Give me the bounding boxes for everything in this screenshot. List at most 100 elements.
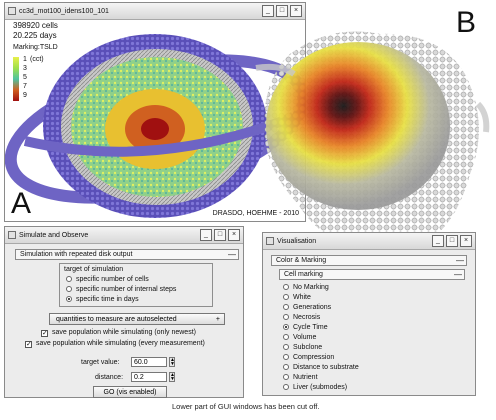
simulate-window-title: Simulate and Observe (19, 232, 89, 239)
legend-value-7: 7 (23, 83, 27, 90)
tissue-visualization (5, 34, 305, 218)
marking-option-label: Volume (293, 334, 317, 341)
legend-value-5: 5 (23, 74, 27, 81)
collapse-icon[interactable]: — (454, 270, 462, 279)
distance-stepper[interactable]: ▲ ▼ (169, 372, 175, 382)
distance-label: distance: (95, 374, 124, 381)
window-app-icon (8, 7, 16, 15)
plus-icon: + (215, 316, 220, 323)
color-marking-header[interactable]: Color & Marking — (271, 255, 467, 266)
radio-icon[interactable] (283, 344, 289, 350)
marking-option-label: White (293, 294, 311, 301)
target-option-label: specific time in days (76, 296, 139, 303)
legend-value-1: 1 (23, 56, 27, 63)
minimize-button[interactable]: _ (262, 5, 274, 17)
cell-marking-title: Cell marking (284, 271, 323, 278)
autoselect-toggle[interactable]: quantities to measure are autoselected + (49, 313, 225, 325)
marking-option[interactable]: Generations (283, 303, 331, 313)
close-button[interactable]: × (228, 229, 240, 241)
simulate-observe-window: Simulate and Observe _ □ × Simulation wi… (4, 226, 244, 398)
color-legend: 1 (cct) 3 5 7 9 (13, 55, 53, 103)
marking-option[interactable]: Nutrient (283, 373, 318, 383)
radio-icon[interactable] (283, 374, 289, 380)
save-every-checkbox-row[interactable]: ✓ save population while simulating (every… (25, 339, 205, 349)
marking-option-label: No Marking (293, 284, 329, 291)
target-value-input[interactable]: 60.0 (131, 357, 167, 367)
radio-icon[interactable] (283, 314, 289, 320)
minimize-button[interactable]: _ (432, 235, 444, 247)
marking-option[interactable]: Liver (submodes) (283, 383, 347, 393)
collapse-icon[interactable]: — (456, 256, 464, 265)
marking-option-label: Nutrient (293, 374, 318, 381)
marking-option[interactable]: White (283, 293, 311, 303)
target-option-cells[interactable]: specific number of cells (66, 275, 149, 285)
marking-option[interactable]: Cycle Time (283, 323, 328, 333)
cell-count-text: 398920 cells (13, 21, 58, 30)
marking-label: Marking:TSLD (13, 44, 58, 51)
distance-input[interactable]: 0.2 (131, 372, 167, 382)
target-option-steps[interactable]: specific number of internal steps (66, 285, 176, 295)
marking-option[interactable]: No Marking (283, 283, 329, 293)
cell-marking-options: No Marking White Generations Necrosis Cycle … (281, 283, 465, 395)
radio-icon[interactable] (283, 284, 289, 290)
collapse-icon[interactable]: — (228, 250, 236, 259)
maximize-button[interactable]: □ (276, 5, 288, 17)
radio-icon[interactable] (66, 276, 72, 282)
minimize-button[interactable]: _ (200, 229, 212, 241)
radio-selected-icon[interactable] (66, 296, 72, 302)
marking-option[interactable]: Necrosis (283, 313, 320, 323)
marking-option[interactable]: Subclone (283, 343, 322, 353)
cell-marking-header[interactable]: Cell marking — (279, 269, 465, 280)
marking-option-label: Subclone (293, 344, 323, 351)
visualisation-window-title: Visualisation (277, 238, 317, 245)
marking-option-label: Cycle Time (293, 324, 328, 331)
simulation-view-title: cc3d_mot100_idens100_101 (19, 8, 109, 15)
radio-icon[interactable] (283, 364, 289, 370)
target-group-label: target of simulation (64, 266, 124, 273)
radio-icon[interactable] (66, 286, 72, 292)
save-newest-checkbox-row[interactable]: ✓ save population while simulating (only … (41, 328, 196, 338)
radio-icon[interactable] (283, 334, 289, 340)
simulation-panel-header[interactable]: Simulation with repeated disk output — (15, 249, 239, 260)
cutoff-caption: Lower part of GUI windows has been cut o… (172, 402, 320, 411)
days-text: 20.225 days (13, 31, 57, 40)
panel-letter-b: B (456, 6, 477, 39)
maximize-button[interactable]: □ (214, 229, 226, 241)
visualisation-titlebar[interactable]: Visualisation _ □ × (263, 233, 475, 250)
marking-option[interactable]: Distance to substrate (283, 363, 359, 373)
simulation-view-titlebar[interactable]: cc3d_mot100_idens100_101 _ □ × (5, 3, 305, 20)
marking-option-label: Compression (293, 354, 335, 361)
close-button[interactable]: × (460, 235, 472, 247)
radio-icon[interactable] (283, 304, 289, 310)
save-newest-label: save population while simulating (only n… (52, 329, 196, 336)
visualisation-window: Visualisation _ □ × Color & Marking — Ce… (262, 232, 476, 396)
marking-option[interactable]: Volume (283, 333, 316, 343)
marking-option[interactable]: Compression (283, 353, 334, 363)
legend-value-9: 9 (23, 92, 27, 99)
radio-icon[interactable] (283, 384, 289, 390)
radio-icon[interactable] (283, 354, 289, 360)
checkbox-checked-icon[interactable]: ✓ (41, 330, 48, 337)
marking-option-label: Distance to substrate (293, 364, 359, 371)
go-button[interactable]: GO (vis enabled) (93, 386, 167, 398)
save-every-label: save population while simulating (every … (36, 340, 205, 347)
radio-selected-icon[interactable] (283, 324, 289, 330)
simulate-titlebar[interactable]: Simulate and Observe _ □ × (5, 227, 243, 244)
credit-text: DRASDO, HOEHME - 2010 (212, 210, 299, 217)
window-app-icon (266, 237, 274, 245)
target-value-label: target value: (81, 359, 120, 366)
close-button[interactable]: × (290, 5, 302, 17)
target-option-time[interactable]: specific time in days (66, 295, 139, 305)
autoselect-label: quantities to measure are autoselected (56, 316, 177, 323)
simulation-view-window: cc3d_mot100_idens100_101 _ □ × (4, 2, 306, 222)
target-option-label: specific number of internal steps (76, 286, 177, 293)
checkbox-checked-icon[interactable]: ✓ (25, 341, 32, 348)
target-value-stepper[interactable]: ▲ ▼ (169, 357, 175, 367)
radio-icon[interactable] (283, 294, 289, 300)
panel-letter-a: A (11, 187, 32, 220)
marking-option-label: Liver (submodes) (293, 384, 348, 391)
marking-option-label: Necrosis (293, 314, 321, 321)
target-option-label: specific number of cells (76, 276, 149, 283)
legend-unit: (cct) (30, 56, 44, 63)
maximize-button[interactable]: □ (446, 235, 458, 247)
